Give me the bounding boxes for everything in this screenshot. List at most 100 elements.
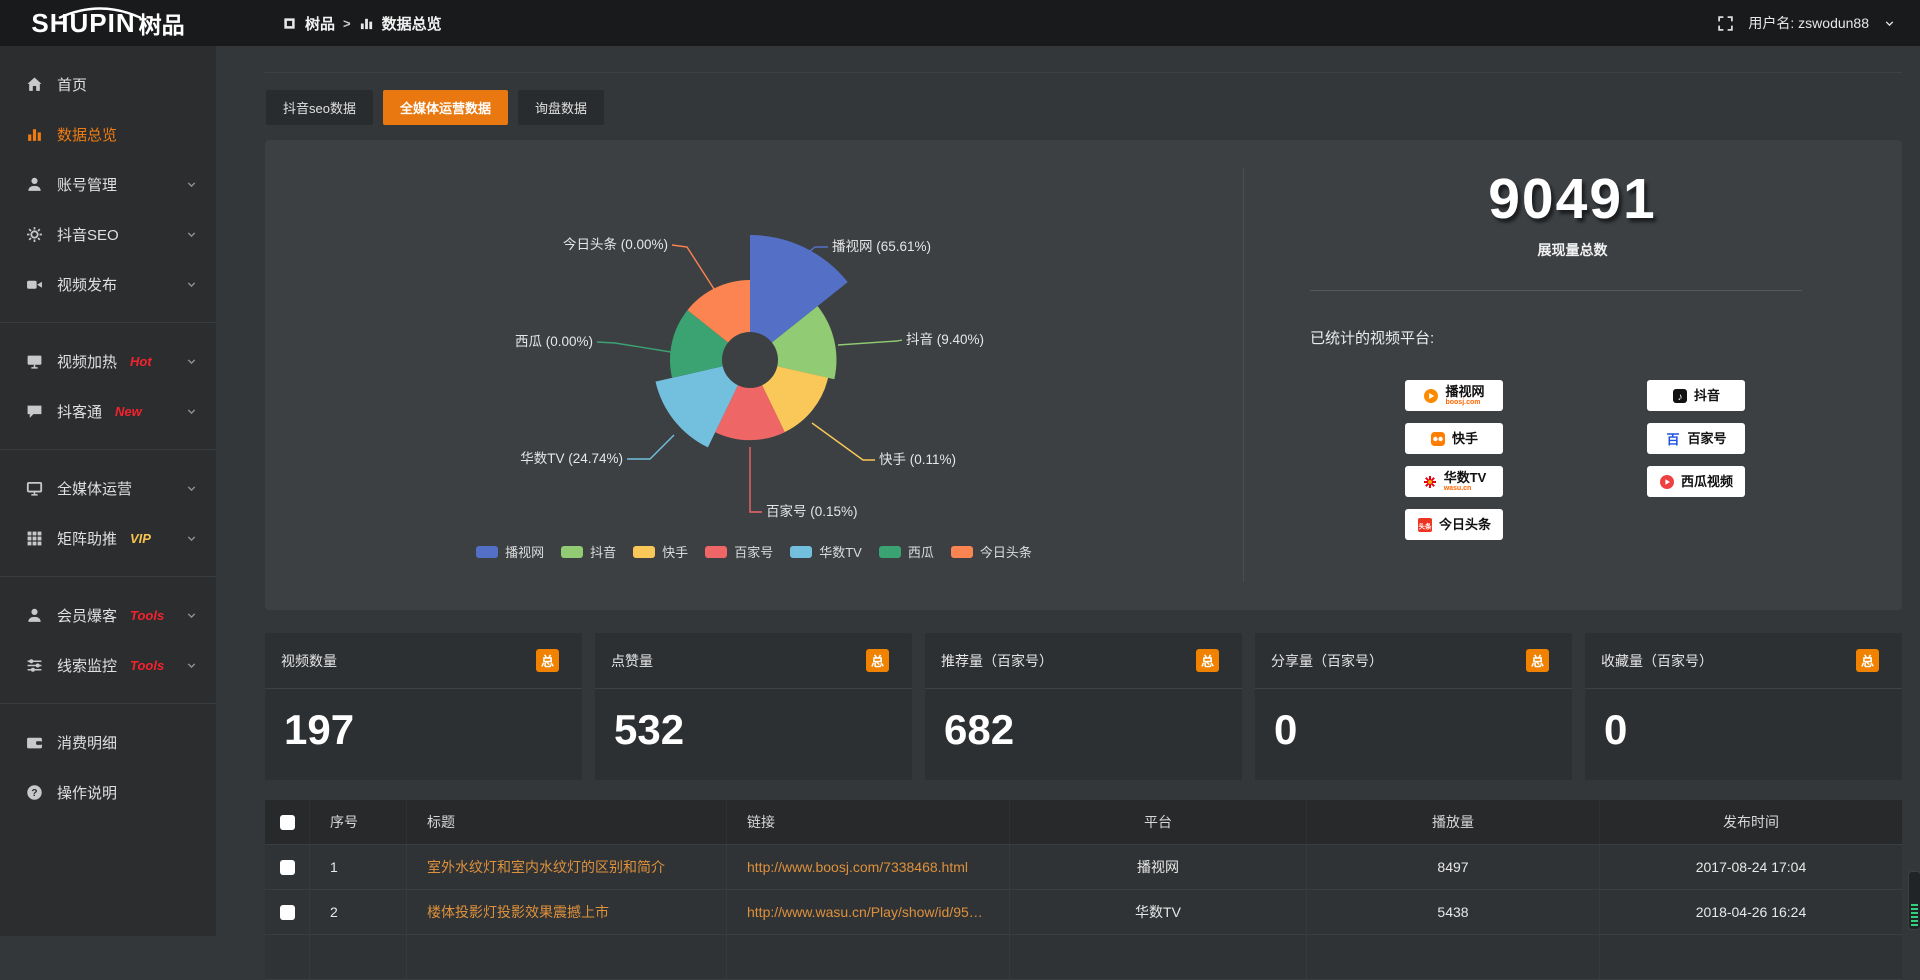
tab-media-ops-data[interactable]: 全媒体运营数据 [382,90,508,125]
tab-inquiry-data[interactable]: 询盘数据 [517,90,604,125]
pie-label-6: 今日头条 (0.00%) [563,236,668,252]
stat-card-label: 收藏量（百家号） [1601,652,1713,669]
sidebar-item-douyin-seo[interactable]: 抖音SEO [0,209,216,259]
sidebar-item-instructions[interactable]: ? 操作说明 [0,767,216,817]
legend-swatch [950,545,973,558]
sidebar-item-douketong[interactable]: 抖客通 New [0,386,216,436]
pie-slice-2[interactable]: 快手 (0.11%) [762,366,829,433]
breadcrumb-item-root[interactable]: 树品 [305,15,336,33]
total-badge[interactable]: 总 [866,649,889,672]
row-checkbox-cell [265,845,310,889]
chevron-down-icon[interactable] [185,228,198,241]
sidebar-item-data-overview[interactable]: 数据总览 [0,109,216,159]
pie-label-3: 百家号 (0.15%) [766,503,858,519]
chevron-down-icon[interactable] [185,659,198,672]
row-checkbox[interactable] [279,859,295,875]
pie-slice-0[interactable]: 播视网 (65.61%) [750,235,848,343]
screen-icon [26,353,43,370]
legend-item-2[interactable]: 快手 [633,542,688,561]
stat-card-label: 视频数量 [281,652,337,669]
topbar-right: 用户名: zswodun88 [1717,13,1896,33]
svg-text:♪: ♪ [1677,392,1682,403]
question-icon: ? [26,784,43,801]
legend-swatch [633,545,656,558]
data-table: 序号 标题 链接 平台 播放量 发布时间 1 室外水纹灯和室内水纹灯的区别和简介 http://… [265,800,1902,980]
floating-widget[interactable] [1908,871,1920,930]
total-badge[interactable]: 总 [536,649,559,672]
pie-slice-4[interactable]: 华数TV (24.74%) [655,366,738,448]
chevron-down-icon[interactable] [185,355,198,368]
chat-icon [26,403,43,420]
table-row-2: 2 楼体投影灯投影效果震撼上市 http://www.wasu.cn/Play/sh… [265,890,1902,935]
pie-label-line-0 [789,246,828,268]
sidebar-item-video-publish[interactable]: 视频发布 [0,259,216,309]
tab-bar: 抖音seo数据 全媒体运营数据 询盘数据 [266,90,604,125]
row-checkbox[interactable] [279,904,295,920]
legend-item-0[interactable]: 播视网 [476,542,544,561]
chevron-down-icon[interactable] [1883,17,1896,30]
cell-platform: 播视网 [1010,845,1307,889]
breadcrumb-item-current[interactable]: 数据总览 [381,15,442,33]
stat-card-value: 682 [944,706,1015,753]
column-header-6: 发布时间 [1723,814,1779,830]
chevron-down-icon[interactable] [185,178,198,191]
sidebar-item-video-heating[interactable]: 视频加热 Hot [0,336,216,386]
app-square-icon [282,16,297,31]
select-all-checkbox[interactable] [279,814,295,830]
platform-subtext: wasu.cn [1443,484,1472,492]
chevron-down-icon[interactable] [185,609,198,622]
stat-card-label: 点赞量 [611,652,653,669]
platform-badge-boosj: 播视网 boosj.com [1405,380,1503,411]
legend-item-4[interactable]: 华数TV [790,542,862,561]
platform-name: 百家号 [1687,430,1727,446]
sidebar-item-label: 视频发布 [57,276,118,294]
pie-label-line-1 [837,339,903,346]
pie-slice-6[interactable]: 今日头条 (0.00%) [687,280,751,343]
sidebar-item-badge: New [115,403,142,419]
sidebar-item-media-operations[interactable]: 全媒体运营 [0,463,216,513]
video-url-link[interactable]: http://www.wasu.cn/Play/show/id/952… [747,904,989,920]
sidebar-item-leads-monitor[interactable]: 线索监控 Tools [0,640,216,690]
legend-item-5[interactable]: 西瓜 [878,542,934,561]
legend-label: 西瓜 [907,545,934,560]
chevron-down-icon[interactable] [185,532,198,545]
stat-card-label: 分享量（百家号） [1271,652,1383,669]
legend-item-6[interactable]: 今日头条 [950,542,1032,561]
stat-cards: 视频数量总 197 点赞量总 532 推荐量（百家号）总 682 分享量（百家号）总 0 收藏量… [265,633,1902,780]
sidebar-item-home[interactable]: 首页 [0,59,216,109]
pie-label-line-6 [671,244,724,304]
chevron-down-icon[interactable] [185,405,198,418]
legend-item-1[interactable]: 抖音 [561,542,616,561]
tab-douyin-seo-data[interactable]: 抖音seo数据 [266,90,373,125]
sidebar-item-member-baoke[interactable]: 会员爆客 Tools [0,590,216,640]
summary-divider [1310,290,1802,291]
sidebar-item-label: 账号管理 [57,176,118,194]
sidebar-group-1: 视频加热 Hot 抖客通 New [0,322,216,449]
cell-link: http://www.boosj.com/7338468.html [727,845,1010,889]
pie-slice-3[interactable]: 百家号 (0.15%) [715,385,785,441]
fullscreen-icon[interactable] [1717,15,1734,32]
video-title-link[interactable]: 室外水纹灯和室内水纹灯的区别和简介 [427,859,665,875]
platform-name: 今日头条 [1438,516,1491,532]
username[interactable]: 用户名: zswodun88 [1748,15,1869,31]
sidebar-item-matrix-boost[interactable]: 矩阵助推 VIP [0,513,216,563]
sidebar-group-0: 首页 数据总览账号管理抖音SEO 视频发布 [0,46,216,322]
pie-slice-1[interactable]: 抖音 (9.40%) [771,306,837,380]
cell-time: 2018-04-26 16:24 [1695,904,1807,920]
stat-card-likes: 点赞量 总 532 [595,633,912,780]
video-url-link[interactable]: http://www.boosj.com/7338468.html [747,859,969,875]
wasu-logo-icon [1423,475,1436,488]
total-badge[interactable]: 总 [1196,649,1219,672]
app-logo[interactable]: SHUPIN 树品 [0,6,216,40]
sidebar-item-account-mgmt[interactable]: 账号管理 [0,159,216,209]
header-divider [265,72,1902,73]
legend-item-3[interactable]: 百家号 [705,542,773,561]
total-badge[interactable]: 总 [1526,649,1549,672]
legend-swatch [705,545,728,558]
video-title-link[interactable]: 楼体投影灯投影效果震撼上市 [427,904,609,920]
total-badge[interactable]: 总 [1856,649,1879,672]
sidebar-item-expense-details[interactable]: 消费明细 [0,717,216,767]
chevron-down-icon[interactable] [185,482,198,495]
chevron-down-icon[interactable] [185,278,198,291]
pie-slice-5[interactable]: 西瓜 (0.00%) [670,310,729,378]
